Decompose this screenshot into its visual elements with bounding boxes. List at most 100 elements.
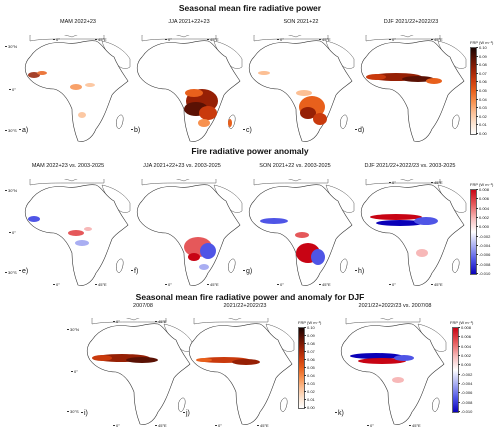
- map-panel-e: [20, 179, 136, 287]
- frp-tick: 0.05: [476, 88, 487, 93]
- fire-hotspots: [184, 89, 232, 127]
- frp-tick: 0.00: [476, 131, 487, 136]
- lat-0-label: 0°: [9, 230, 16, 235]
- panel-e-title: MAM 2022+23 vs. 2003-2025: [31, 163, 105, 169]
- map-panel-k: [336, 318, 452, 426]
- lat-30s-label: 30°S: [67, 409, 79, 414]
- panel-i-label: i): [81, 410, 88, 417]
- lat-30s-label: 30°S: [5, 128, 17, 133]
- anomaly-tick: 0.002: [457, 353, 472, 358]
- anomaly-colorbar-title: FRP (W m⁻²): [470, 182, 494, 187]
- lon-0-label-c: 0°: [277, 37, 284, 42]
- frp-tick: 0.06: [476, 79, 487, 85]
- panel-g-title: SON 2021+22 vs. 2003-2025: [259, 163, 331, 169]
- anomaly-tick: 0.006: [475, 196, 490, 202]
- lat-0-label: 0°: [9, 87, 16, 92]
- panel-h-title: DJF 2021/22+2022/23 vs. 2003-2025: [364, 163, 456, 169]
- panel-d-label: d): [354, 127, 365, 134]
- lon-0-label-b: 0°: [165, 37, 172, 42]
- frp-tick: 0.09: [304, 333, 315, 338]
- lon-0-label-f: 0°: [165, 282, 172, 287]
- anomaly-hotspots: [350, 353, 414, 383]
- section-title-djf: Seasonal mean fire radiative power and a…: [135, 292, 365, 302]
- anomaly-tick: 0.000: [457, 362, 472, 368]
- frp-tick: 0.10: [476, 45, 487, 50]
- anomaly-tick: -0.008: [475, 261, 491, 267]
- map-panel-a: [20, 35, 136, 143]
- anomaly-tick: -0.008: [457, 399, 473, 405]
- anomaly-tick: -0.010: [475, 271, 491, 276]
- anomaly-tick: 0.000: [475, 224, 490, 230]
- frp-tick: 0.02: [476, 113, 487, 119]
- panel-a-title: MAM 2022+23: [60, 19, 96, 25]
- lon-0-top-i: 0°: [113, 319, 120, 324]
- panel-g-label: g): [242, 268, 253, 275]
- anomaly-tick: 0.008: [457, 325, 472, 330]
- panel-c-title: SON 2021+22: [283, 19, 319, 25]
- anomaly-hotspots: [260, 218, 325, 265]
- lon-45-label-b: 45°E: [207, 37, 219, 42]
- frp-tick: 0.06: [304, 357, 315, 362]
- panel-a-label: a): [18, 127, 29, 134]
- lon-0-label-k: 0°: [367, 423, 374, 428]
- lon-45-top-h: 45°E: [431, 180, 443, 185]
- anomaly-tick: -0.006: [457, 390, 473, 396]
- frp-tick: 0.05: [304, 365, 315, 370]
- lat-30n-label: 30°N: [5, 44, 17, 49]
- lon-0-label-j: 0°: [215, 423, 222, 428]
- lon-45-label-c: 45°E: [319, 37, 331, 42]
- anomaly-tick: 0.008: [475, 187, 490, 192]
- panel-i-title: 2007/08: [133, 303, 153, 309]
- frp-tick: 0.03: [304, 381, 315, 386]
- lon-45-label-g: 45°E: [319, 282, 331, 287]
- fire-hotspots: [92, 354, 158, 363]
- frp-tick: 0.07: [304, 349, 315, 354]
- frp-colorbar: [470, 47, 477, 135]
- lat-30s-label: 30°S: [5, 270, 17, 275]
- panel-j-label: j): [183, 410, 190, 417]
- section-title-seasonal: Seasonal mean fire radiative power: [178, 3, 322, 13]
- anomaly-hotspots: [370, 214, 438, 257]
- panel-e-label: e): [18, 268, 29, 275]
- frp-tick: 0.03: [476, 105, 487, 111]
- lon-45-label-f: 45°E: [207, 282, 219, 287]
- lon-45-label-h: 45°E: [431, 282, 443, 287]
- anomaly-tick: -0.004: [475, 243, 491, 248]
- anomaly-tick: -0.002: [475, 233, 491, 239]
- lon-45-label-e: 45°E: [95, 282, 107, 287]
- frp-tick: 0.02: [304, 389, 315, 394]
- anomaly-tick: 0.002: [475, 215, 490, 220]
- frp-tick: 0.08: [304, 341, 315, 346]
- panel-h-label: h): [354, 268, 365, 275]
- panel-c-label: c): [243, 127, 252, 134]
- lon-45-label-d: 45°E: [431, 37, 443, 42]
- panel-k-label: k): [335, 410, 344, 417]
- lat-30n-label: 30°N: [67, 327, 79, 332]
- panel-j-title: 2021/22+2022/23: [223, 303, 267, 309]
- fire-hotspots: [196, 357, 260, 365]
- map-panel-b: [132, 35, 248, 143]
- lon-0-label-e: 0°: [53, 282, 60, 287]
- lon-45-top-i: 45°E: [155, 319, 167, 324]
- anomaly-hotspots: [28, 216, 92, 246]
- map-panel-d: [356, 35, 472, 143]
- map-panel-j: [184, 318, 300, 426]
- map-panel-c: [244, 35, 360, 143]
- lon-0-label-h: 0°: [389, 282, 396, 287]
- frp-tick: 0.10: [304, 325, 315, 330]
- anomaly-tick: -0.006: [475, 252, 491, 258]
- lon-0-top-h: 0°: [389, 180, 396, 185]
- frp-colorbar-title-2: FRP (W m⁻²): [298, 320, 322, 325]
- panel-f-label: f): [130, 268, 139, 275]
- frp-colorbar-title: FRP (W m⁻²): [470, 40, 494, 45]
- lat-0-label: 0°: [71, 369, 78, 374]
- lon-45-label-j: 45°E: [257, 423, 269, 428]
- map-panel-g: [244, 179, 360, 287]
- panel-k-title: 2021/22+2022/23 vs. 2007/08: [358, 303, 432, 309]
- anomaly-hotspots: [184, 237, 216, 270]
- lon-45-label-k: 45°E: [409, 423, 421, 428]
- anomaly-colorbar-title-2: FRP (W m⁻²): [450, 320, 474, 325]
- frp-tick: 0.04: [304, 373, 315, 378]
- lon-0-label-d: 0°: [389, 37, 396, 42]
- lon-0-label-i: 0°: [113, 423, 120, 428]
